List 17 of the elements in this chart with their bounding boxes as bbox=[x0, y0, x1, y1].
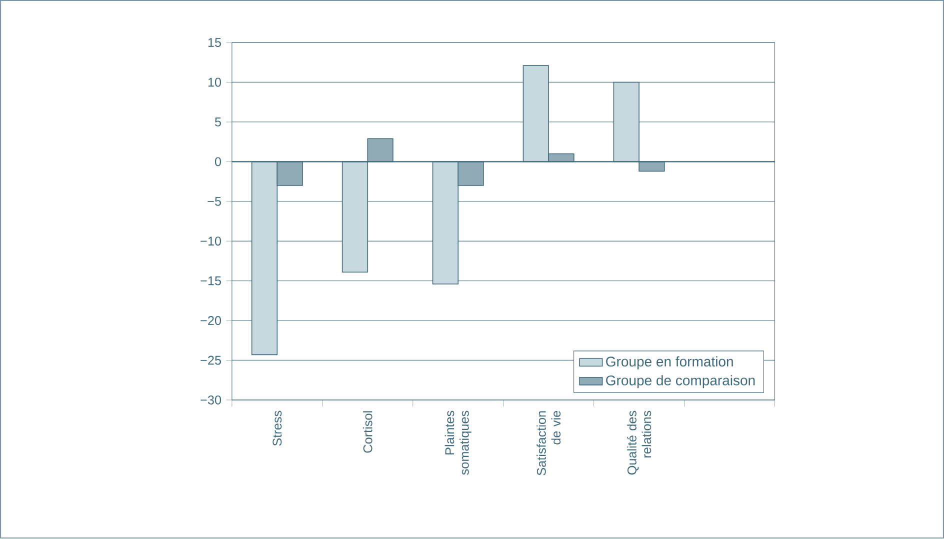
y-tick-label: −20 bbox=[200, 316, 222, 326]
legend-label: Groupe en formation bbox=[606, 356, 733, 370]
legend-label: Groupe de comparaison bbox=[606, 375, 755, 388]
y-tick-label: 5 bbox=[214, 118, 222, 127]
y-tick-label: −15 bbox=[200, 276, 222, 286]
x-tick-label: Plaintes somatiques bbox=[444, 411, 472, 476]
y-tick-label: 15 bbox=[208, 38, 222, 48]
x-tick-label: Qualité des relations bbox=[626, 411, 652, 475]
y-tick-label: −10 bbox=[200, 236, 222, 246]
x-tick-label: Stress bbox=[272, 411, 282, 446]
x-tick-label: Cortisol bbox=[362, 411, 372, 453]
y-tick-label: −30 bbox=[200, 396, 222, 405]
y-tick-label: −5 bbox=[208, 197, 222, 206]
x-tick-label: Satisfaction de vie bbox=[536, 411, 561, 476]
y-tick-label: 10 bbox=[208, 78, 222, 87]
y-tick-label: 0 bbox=[214, 157, 222, 166]
y-tick-label: −25 bbox=[200, 356, 222, 365]
